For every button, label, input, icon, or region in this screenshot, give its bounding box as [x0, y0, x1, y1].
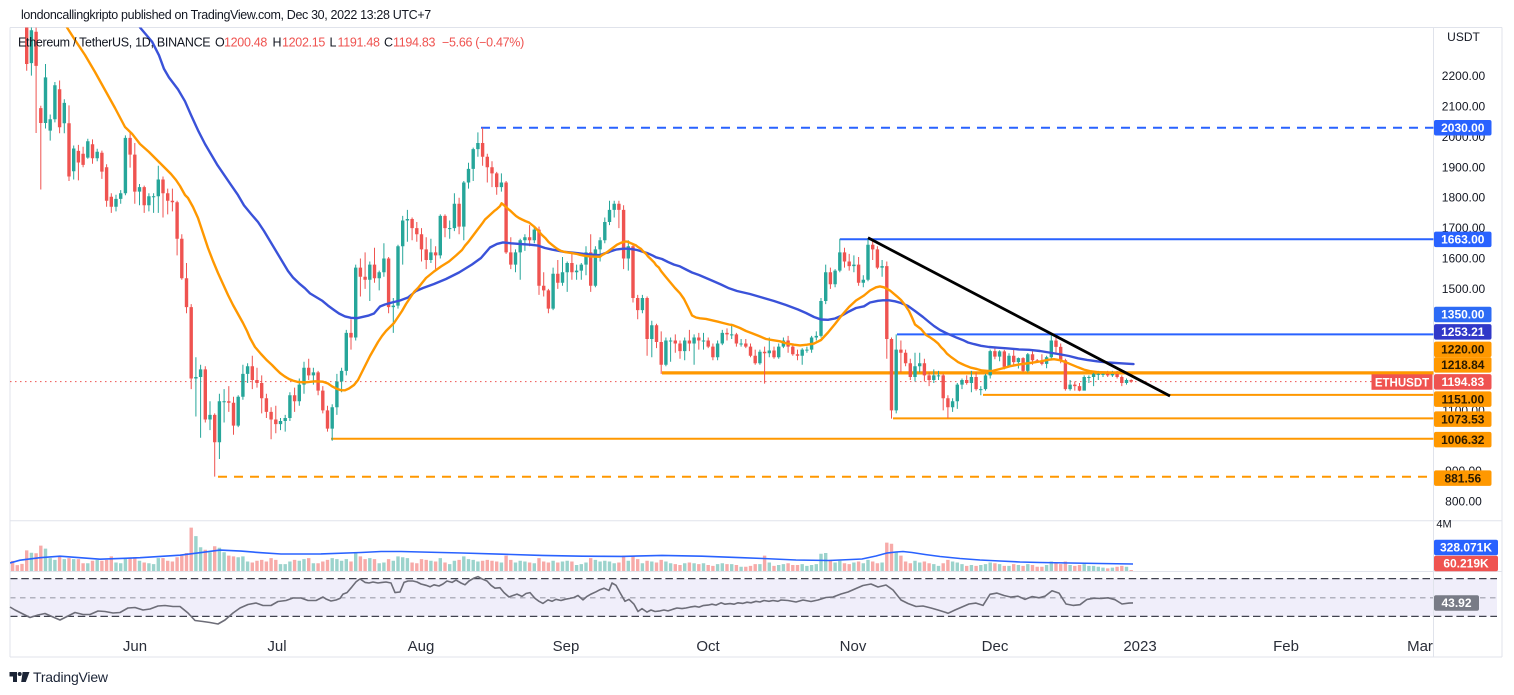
svg-text:Mar: Mar	[1407, 638, 1433, 655]
svg-text:L: L	[330, 36, 337, 50]
svg-text:Feb: Feb	[1273, 638, 1299, 655]
svg-text:Ethereum / TetherUS, 1D, BINAN: Ethereum / TetherUS, 1D, BINANCE	[18, 36, 210, 50]
svg-text:USDT: USDT	[1447, 30, 1480, 44]
svg-text:328.071K: 328.071K	[1440, 541, 1492, 555]
svg-text:1350.00: 1350.00	[1441, 308, 1485, 322]
svg-text:2100.00: 2100.00	[1442, 100, 1486, 114]
svg-text:C: C	[384, 36, 393, 50]
svg-text:Nov: Nov	[840, 638, 867, 655]
svg-text:1900.00: 1900.00	[1442, 160, 1486, 174]
svg-text:Jul: Jul	[267, 638, 286, 655]
svg-text:H: H	[273, 36, 282, 50]
svg-text:O: O	[215, 36, 225, 50]
svg-text:−5.66 (−0.47%): −5.66 (−0.47%)	[442, 36, 524, 50]
svg-text:Sep: Sep	[553, 638, 580, 655]
svg-text:1220.00: 1220.00	[1441, 343, 1485, 357]
svg-text:1600.00: 1600.00	[1442, 252, 1486, 266]
svg-text:Oct: Oct	[696, 638, 720, 655]
svg-text:43.92: 43.92	[1441, 596, 1471, 610]
svg-text:1073.53: 1073.53	[1441, 412, 1485, 426]
svg-text:4M: 4M	[1436, 519, 1451, 531]
svg-text:2030.00: 2030.00	[1441, 121, 1485, 135]
svg-text:800.00: 800.00	[1445, 495, 1482, 509]
svg-text:2200.00: 2200.00	[1442, 69, 1486, 83]
svg-text:60.219K: 60.219K	[1443, 557, 1489, 571]
svg-text:1218.84: 1218.84	[1441, 358, 1485, 372]
svg-text:Aug: Aug	[408, 638, 435, 655]
svg-text:1202.15: 1202.15	[282, 36, 325, 50]
svg-text:1663.00: 1663.00	[1441, 233, 1485, 247]
svg-text:881.56: 881.56	[1444, 471, 1481, 485]
svg-text:1191.48: 1191.48	[338, 36, 381, 50]
svg-text:Dec: Dec	[982, 638, 1009, 655]
svg-text:Jun: Jun	[123, 638, 147, 655]
svg-text:1800.00: 1800.00	[1442, 191, 1486, 205]
svg-text:1253.21: 1253.21	[1441, 325, 1485, 339]
svg-text:2023: 2023	[1123, 638, 1156, 655]
svg-text:1200.48: 1200.48	[224, 36, 267, 50]
svg-text:1500.00: 1500.00	[1442, 282, 1486, 296]
svg-text:ETHUSDT: ETHUSDT	[1375, 377, 1429, 389]
svg-text:1151.00: 1151.00	[1441, 392, 1484, 406]
svg-text:londoncallingkripto published: londoncallingkripto published on Trading…	[21, 8, 431, 22]
svg-text:1194.83: 1194.83	[393, 36, 436, 50]
svg-text:TradingView: TradingView	[33, 669, 109, 685]
svg-text:1006.32: 1006.32	[1441, 433, 1485, 447]
svg-text:1194.83: 1194.83	[1441, 375, 1484, 389]
